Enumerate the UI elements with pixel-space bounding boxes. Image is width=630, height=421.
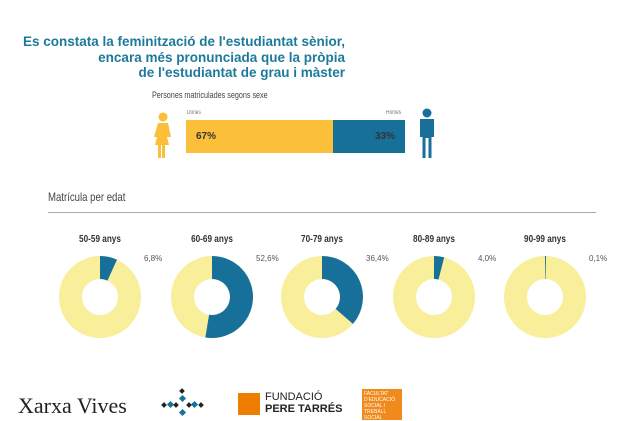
bar-segment-women: 67% [186, 120, 333, 153]
donut-category-label: 50-59 anys [79, 233, 121, 244]
xarxa-vives-diamonds-icon [161, 388, 204, 417]
man-icon [420, 108, 434, 158]
age-donuts: 50-59 anys 6,8% 60-69 anys 52,6% 70-79 anys 3… [59, 233, 607, 338]
donut-value-label: 36,4% [366, 254, 389, 263]
fundacio-logo: FUNDACIÓ PERE TARRÉS [265, 391, 343, 415]
facultat-logo: FACULTAT D'EDUCACIÓ SOCIAL I TREBALL SOCIAL [362, 389, 402, 421]
donut-value-label: 0,1% [589, 254, 607, 263]
bar-segment-men: 33% [332, 120, 405, 153]
age-chart-title: Matrícula per edat [48, 190, 126, 204]
xarxa-vives-logo: Xarxa Vives [18, 393, 127, 418]
donut-category-label: 80-89 anys [413, 233, 455, 244]
donut-category-label: 60-69 anys [191, 233, 233, 244]
donut-value-slice [100, 256, 117, 281]
sex-bar: 67% 33% [186, 120, 405, 153]
men-label: Homes [386, 110, 402, 116]
women-label: Dones [187, 110, 201, 116]
woman-icon [154, 112, 171, 158]
donut-value-label: 6,8% [144, 254, 162, 263]
donut-value-slice [322, 256, 363, 324]
divider [48, 212, 596, 213]
donut-value-slice [545, 256, 547, 280]
donut-value-label: 52,6% [256, 254, 279, 263]
sex-chart-title: Persones matriculades segons sexe [152, 90, 268, 100]
donut-value-slice [205, 256, 254, 338]
donut-category-label: 70-79 anys [301, 233, 343, 244]
donut-value-label: 4,0% [478, 254, 496, 263]
fundacio-logo-square [238, 393, 260, 415]
donut-value-slice [434, 256, 445, 280]
headline: Es constata la feminització de l'estudia… [22, 34, 345, 80]
donut-category-label: 90-99 anys [524, 233, 566, 244]
